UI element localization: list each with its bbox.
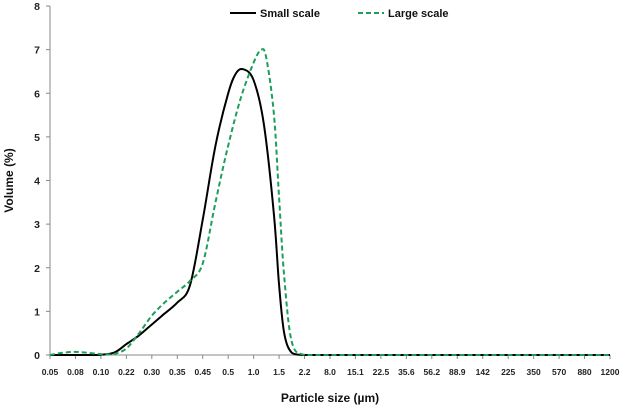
x-tick-label: 350 xyxy=(527,367,541,377)
x-tick-label: 1.5 xyxy=(273,367,285,377)
x-tick-label: 2.2 xyxy=(299,367,311,377)
x-tick-label: 0.10 xyxy=(93,367,110,377)
y-tick-label: 5 xyxy=(34,132,40,144)
x-tick-label: 8.0 xyxy=(324,367,336,377)
y-tick-label: 4 xyxy=(34,176,40,188)
legend-label: Large scale xyxy=(388,8,449,20)
y-tick-label: 0 xyxy=(34,350,40,362)
y-tick-labels: 0 1 2 3 4 5 6 7 8 xyxy=(34,1,40,362)
x-tick-label: 0.08 xyxy=(67,367,84,377)
y-tick-label: 3 xyxy=(34,219,40,231)
x-tick-label: 35.6 xyxy=(398,367,415,377)
axes xyxy=(46,5,611,359)
y-tick-label: 6 xyxy=(34,88,40,100)
x-tick-label: 0.45 xyxy=(194,367,211,377)
x-tick-label: 225 xyxy=(501,367,515,377)
x-tick-label: 0.22 xyxy=(118,367,135,377)
x-tick-label: 56.2 xyxy=(424,367,441,377)
legend-label: Small scale xyxy=(260,8,320,20)
legend: Small scale Large scale xyxy=(230,8,449,20)
x-tick-label: 0.35 xyxy=(169,367,186,377)
x-tick-label: 1200 xyxy=(601,367,620,377)
x-tick-label: 0.30 xyxy=(144,367,161,377)
series-line-large-scale xyxy=(49,48,610,357)
y-axis-title: Volume (%) xyxy=(2,148,16,212)
x-tick-label: 88.9 xyxy=(449,367,466,377)
x-tick-label: 1.0 xyxy=(248,367,260,377)
series-line-small-scale xyxy=(50,67,610,357)
series-lines xyxy=(49,48,610,357)
x-tick-label: 0.5 xyxy=(222,367,234,377)
x-tick-label: 15.1 xyxy=(347,367,364,377)
x-tick-label: 570 xyxy=(552,367,566,377)
x-tick-label: 142 xyxy=(476,367,490,377)
x-tick-label: 22.5 xyxy=(373,367,390,377)
y-tick-label: 1 xyxy=(34,306,40,318)
y-tick-label: 7 xyxy=(34,45,40,57)
y-tick-label: 2 xyxy=(34,263,40,275)
x-axis-title: Particle size (µm) xyxy=(281,391,379,405)
x-tick-label: 0.05 xyxy=(42,367,59,377)
y-tick-label: 8 xyxy=(34,1,40,13)
x-tick-labels: 0.05 0.08 0.10 0.22 0.30 0.35 0.45 0.5 1.0 1.5 2.2… xyxy=(42,367,620,377)
x-tick-label: 880 xyxy=(577,367,591,377)
